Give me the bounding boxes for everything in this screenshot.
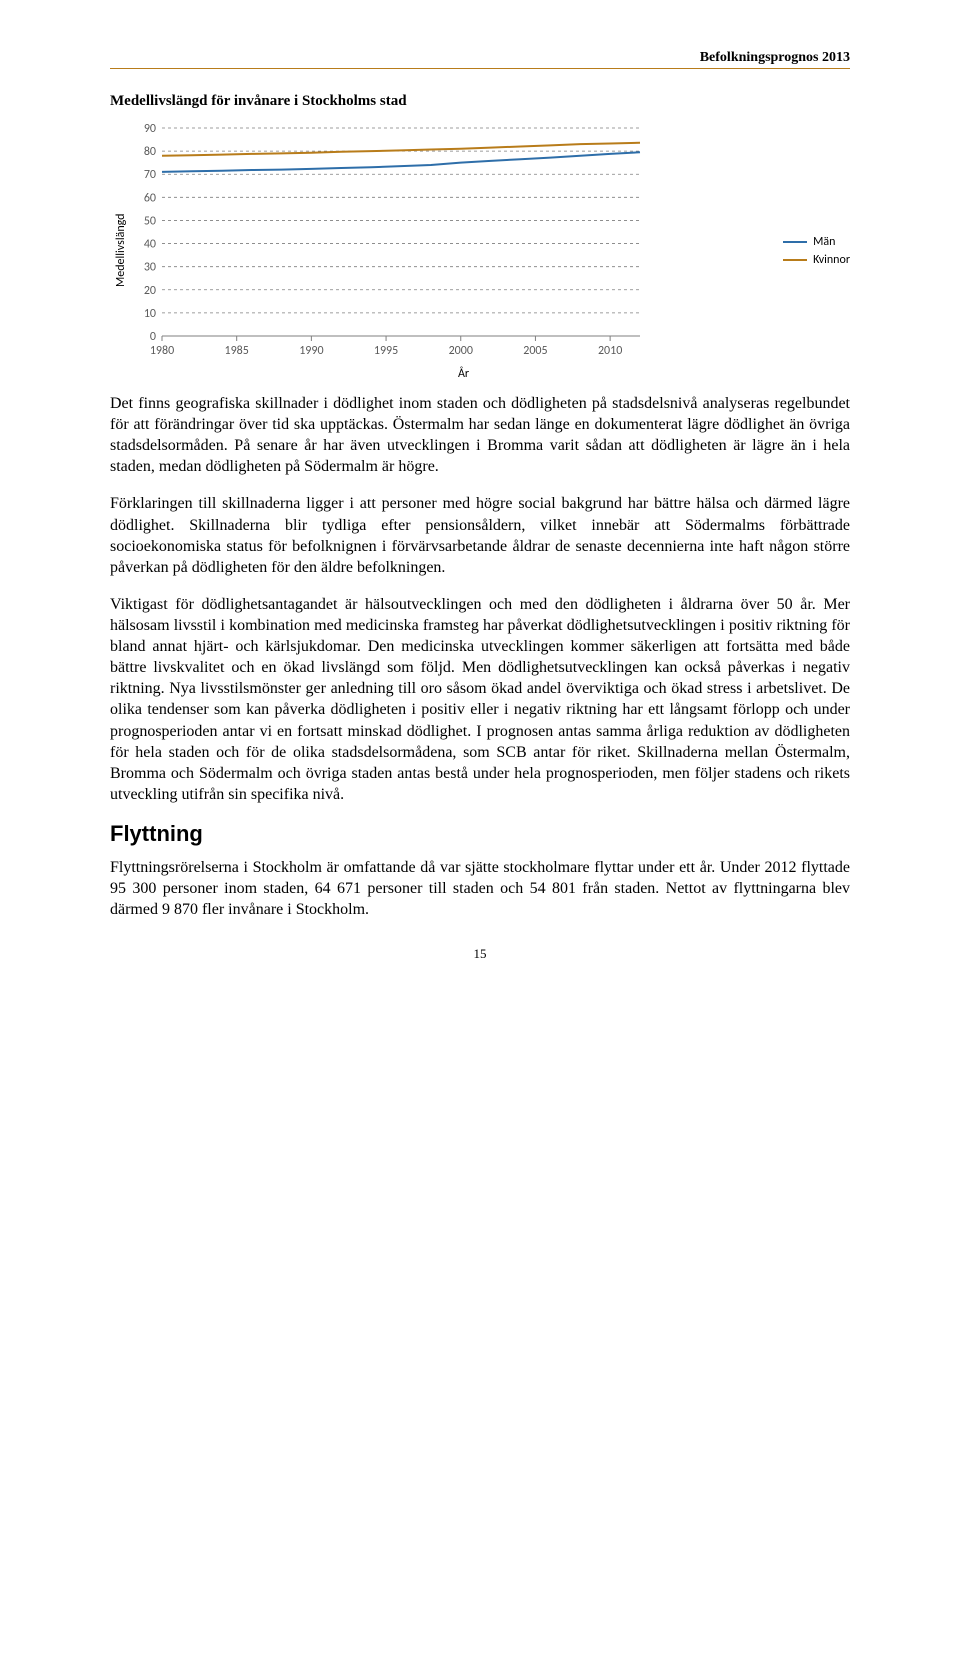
x-axis-label: År: [128, 367, 769, 381]
svg-text:0: 0: [150, 330, 156, 344]
svg-text:40: 40: [144, 238, 156, 252]
svg-text:1990: 1990: [299, 344, 323, 358]
svg-text:50: 50: [144, 214, 156, 228]
svg-text:1985: 1985: [225, 344, 249, 358]
svg-text:1995: 1995: [374, 344, 398, 358]
body-paragraph: Förklaringen till skillnaderna ligger i …: [110, 493, 850, 577]
svg-text:70: 70: [144, 168, 156, 182]
svg-text:2010: 2010: [598, 344, 622, 358]
svg-text:10: 10: [144, 307, 156, 321]
y-axis-label: Medellivslängd: [110, 120, 128, 381]
chart-container: Medellivslängd 0 10 20 30 40 50 60 70 80 90 1980 19…: [110, 120, 850, 381]
chart-title: Medellivslängd för invånare i Stockholms…: [110, 93, 850, 110]
chart-area: 0 10 20 30 40 50 60 70 80 90 1980 1985 1990 1995 2000 2…: [128, 120, 769, 381]
svg-text:2005: 2005: [523, 344, 547, 358]
svg-text:1980: 1980: [150, 344, 174, 358]
legend-item-men: Män: [783, 235, 850, 249]
body-paragraph: Flyttningsrörelserna i Stockholm är omfa…: [110, 857, 850, 920]
page-number: 15: [110, 946, 850, 962]
body-paragraph: Det finns geografiska skillnader i dödli…: [110, 393, 850, 477]
svg-text:2000: 2000: [449, 344, 473, 358]
legend-label: Kvinnor: [813, 253, 850, 267]
legend-swatch: [783, 241, 807, 243]
legend-label: Män: [813, 235, 835, 249]
header-rule: [110, 68, 850, 69]
line-chart: 0 10 20 30 40 50 60 70 80 90 1980 1985 1990 1995 2000 2…: [128, 120, 648, 360]
svg-text:30: 30: [144, 261, 156, 275]
legend-swatch: [783, 259, 807, 261]
svg-text:20: 20: [144, 284, 156, 298]
page-header: Befolkningsprognos 2013: [110, 50, 850, 66]
section-heading: Flyttning: [110, 821, 850, 847]
body-paragraph: Viktigast för dödlighetsantagandet är hä…: [110, 594, 850, 805]
svg-text:60: 60: [144, 191, 156, 205]
legend-item-women: Kvinnor: [783, 253, 850, 267]
chart-legend: Män Kvinnor: [769, 120, 850, 381]
svg-text:90: 90: [144, 122, 156, 136]
svg-text:80: 80: [144, 145, 156, 159]
